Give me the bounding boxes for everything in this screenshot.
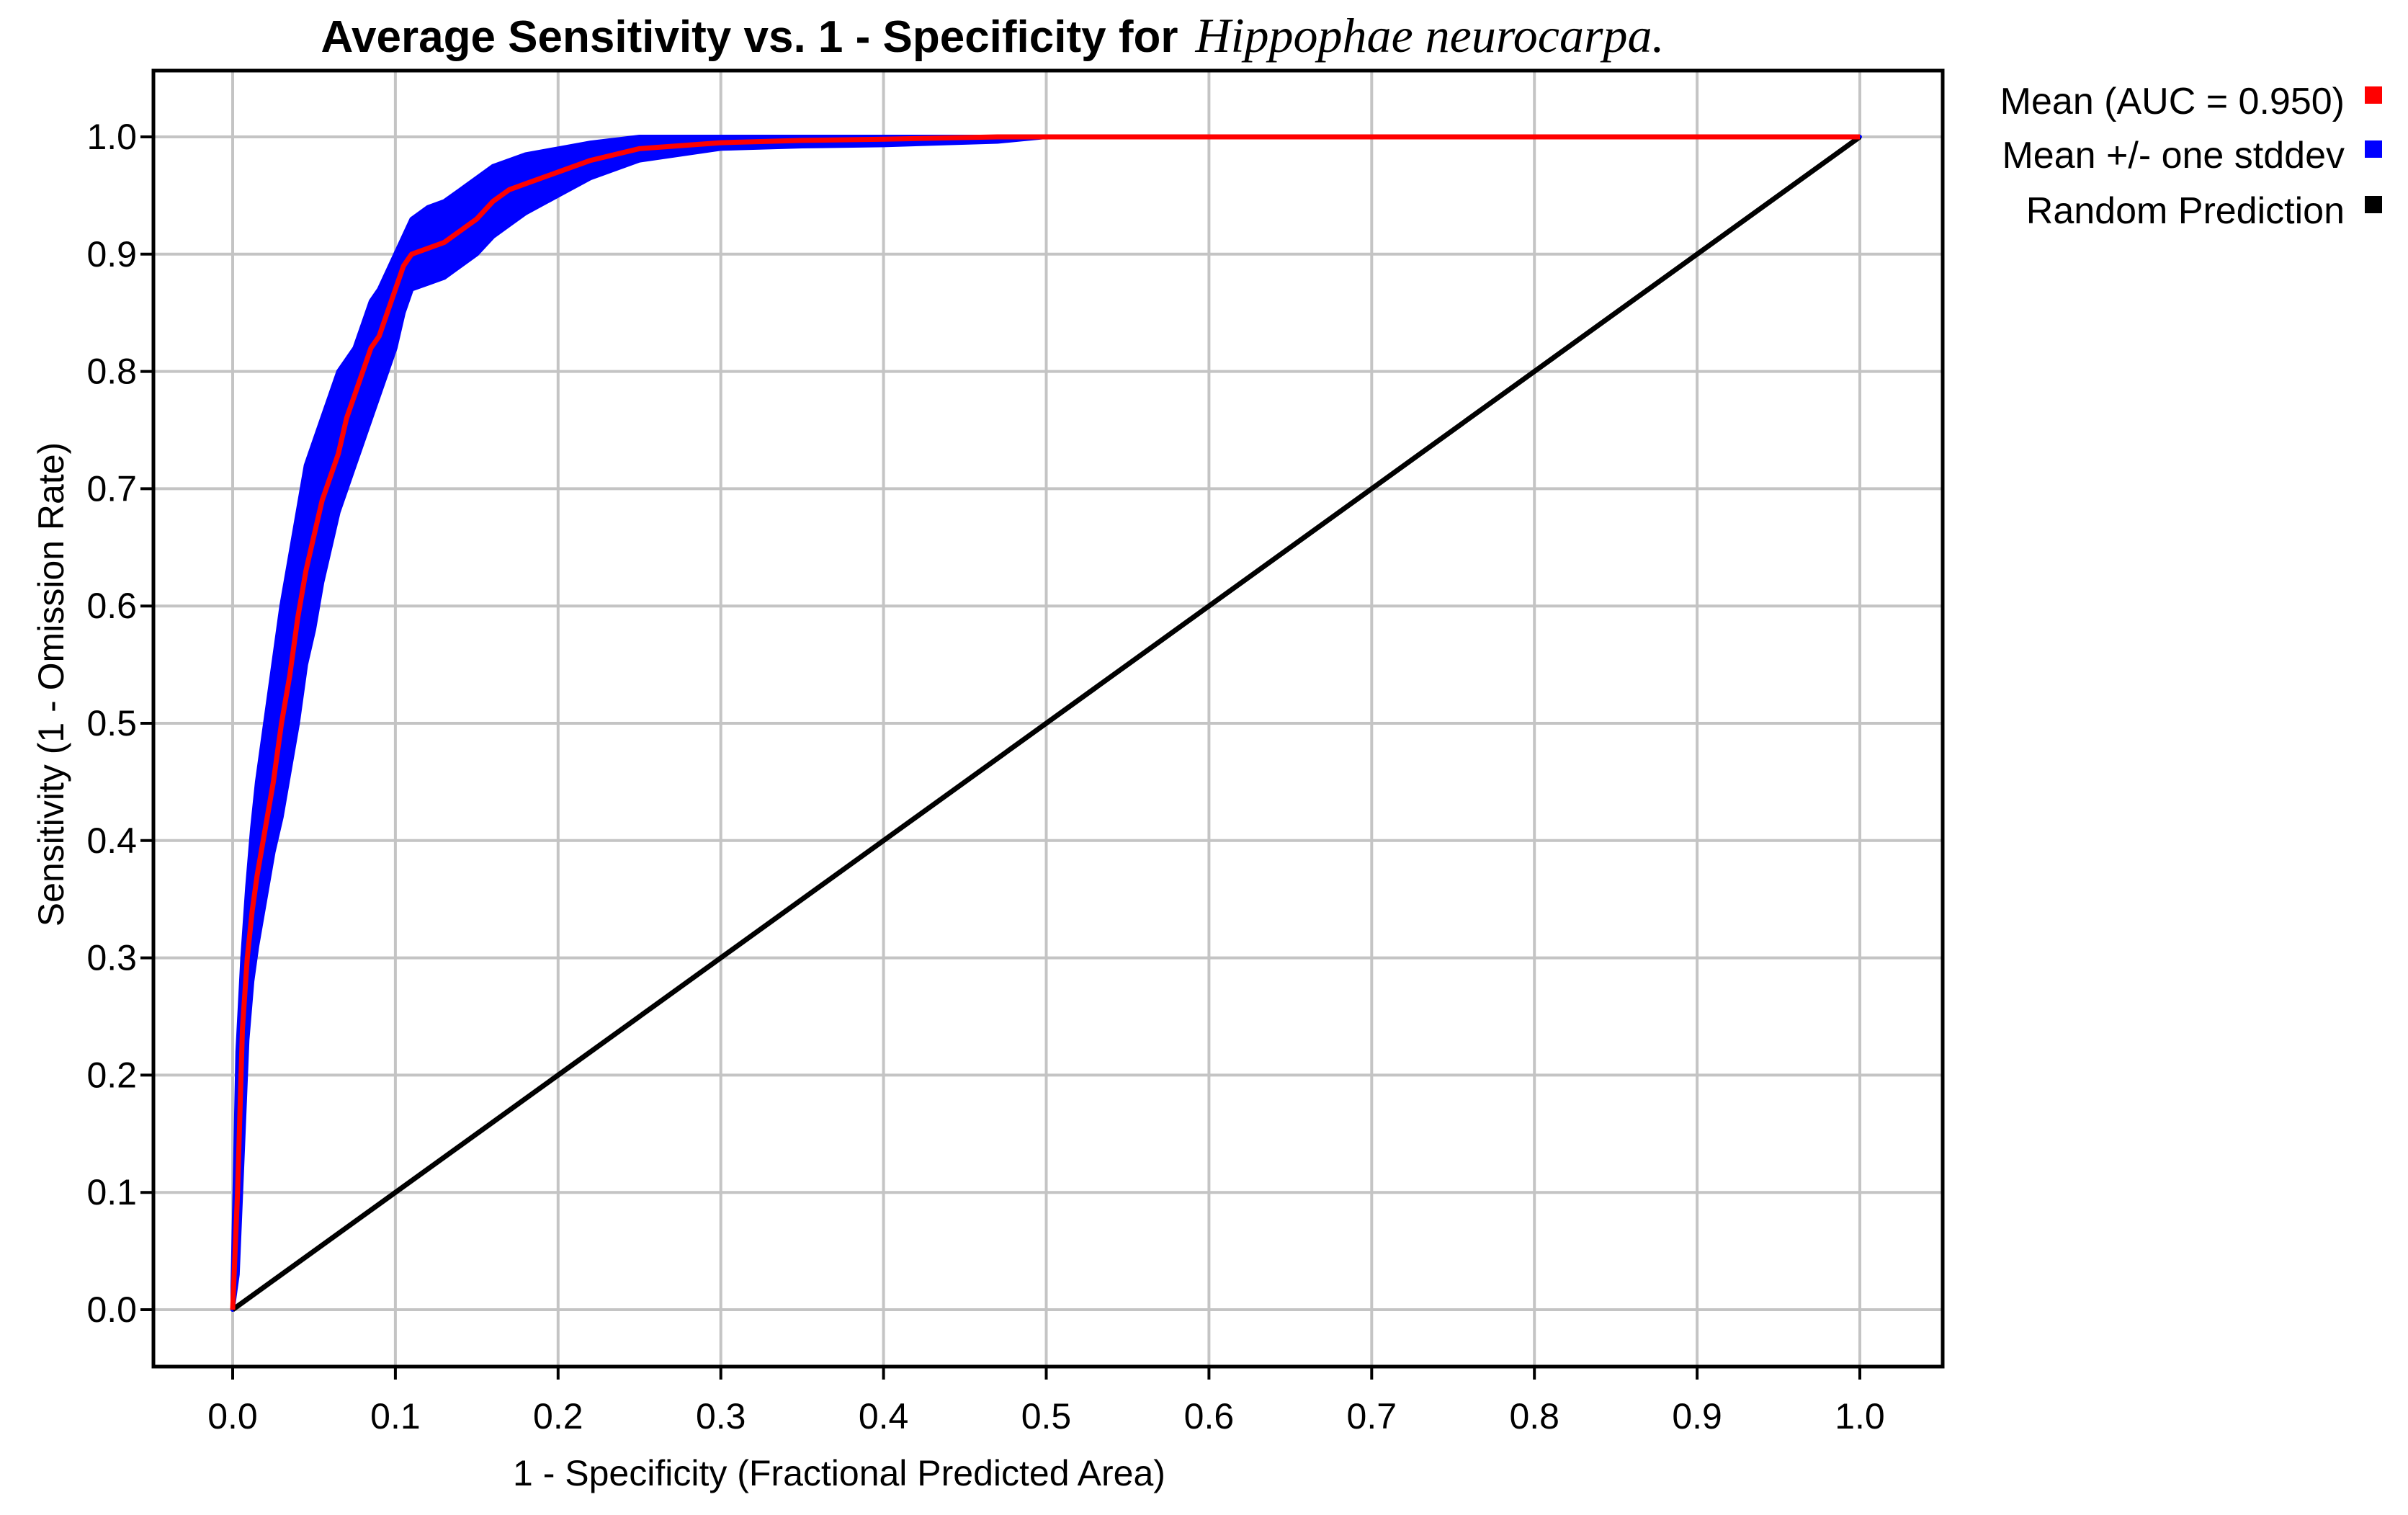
x-axis-label: 1 - Specificity (Fractional Predicted Ar…: [513, 1453, 1165, 1493]
y-tick-label: 0.9: [86, 234, 137, 274]
y-tick-label: 0.6: [86, 586, 137, 626]
x-tick-label: 0.2: [533, 1396, 583, 1436]
x-tick-label: 0.3: [696, 1396, 746, 1436]
mean-roc-line: [230, 134, 1860, 1310]
y-tick-label: 0.2: [86, 1055, 137, 1095]
x-tick-label: 0.8: [1509, 1396, 1559, 1436]
x-tick-label: 0.1: [370, 1396, 421, 1436]
x-tick-label: 0.7: [1347, 1396, 1397, 1436]
x-tick-label: 0.9: [1672, 1396, 1722, 1436]
x-tick-label: 1.0: [1835, 1396, 1885, 1436]
y-axis-label: Sensitivity (1 - Omission Rate): [31, 442, 71, 926]
y-tick-label: 0.4: [86, 821, 137, 861]
y-tick-label: 0.0: [86, 1290, 137, 1330]
y-tick-label: 0.8: [86, 352, 137, 392]
chart-title-species: Hippophae neurocarpa.: [1195, 8, 1665, 63]
y-tick-label: 0.3: [86, 938, 137, 978]
random-prediction-line: [230, 135, 1862, 1312]
legend-label: Random Prediction: [2026, 190, 2345, 232]
legend-swatch: [2365, 86, 2382, 104]
plot-frame: [151, 68, 1945, 1369]
chart-title: Average Sensitivity vs. 1 - Specificity …: [321, 8, 1665, 63]
legend: Mean (AUC = 0.950) Mean +/- one stddev Ran…: [2000, 81, 2382, 232]
y-tick-label: 0.1: [86, 1172, 137, 1212]
chart-title-prefix: Average Sensitivity vs. 1 - Specificity …: [321, 12, 1178, 62]
y-tick-labels: 0.0 0.1 0.2 0.3 0.4 0.5 0.6 0.7 0.8 0.9 1.0: [86, 117, 137, 1330]
legend-swatch: [2365, 140, 2382, 158]
legend-label: Mean (AUC = 0.950): [2000, 81, 2345, 122]
legend-label: Mean +/- one stddev: [2002, 135, 2345, 176]
x-tick-label: 0.5: [1021, 1396, 1072, 1436]
legend-swatch: [2365, 196, 2382, 213]
y-tick-label: 1.0: [86, 117, 137, 157]
y-tick-label: 0.7: [86, 468, 137, 509]
x-tick-label: 0.4: [859, 1396, 909, 1436]
y-tick-label: 0.5: [86, 703, 137, 743]
x-tick-label: 0.0: [207, 1396, 258, 1436]
x-tick-labels: 0.0 0.1 0.2 0.3 0.4 0.5 0.6 0.7 0.8 0.9 1.0: [207, 1396, 1885, 1436]
x-tick-label: 0.6: [1184, 1396, 1235, 1436]
